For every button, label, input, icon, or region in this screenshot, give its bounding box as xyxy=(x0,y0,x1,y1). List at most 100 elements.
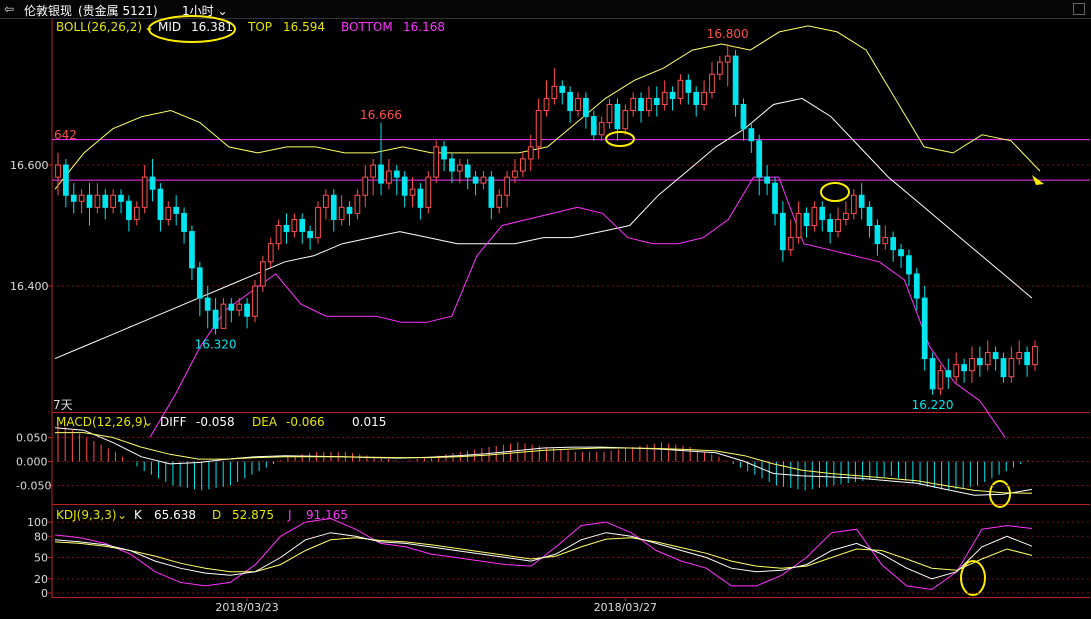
kdj-j-line xyxy=(54,517,1033,591)
candle-body xyxy=(976,358,983,366)
kdj-d-label: D xyxy=(212,508,222,522)
candle-body xyxy=(378,164,384,184)
boll-bottom-value: 16.168 xyxy=(403,20,445,34)
candle-body xyxy=(772,182,778,214)
chevron-down-icon: ⌄ xyxy=(217,4,228,18)
candle-body xyxy=(787,237,794,251)
candle-body xyxy=(843,212,849,220)
candle-body xyxy=(653,97,660,105)
candle-body xyxy=(86,194,93,208)
candle-body xyxy=(882,237,889,245)
candle-body xyxy=(709,73,715,93)
candle-body xyxy=(307,231,313,239)
candle-body xyxy=(126,200,132,220)
candle-body xyxy=(953,364,960,378)
candle-body xyxy=(133,206,140,220)
boll-top-line xyxy=(54,25,1041,190)
price-annotation: 16.220 xyxy=(912,398,954,412)
candle-body xyxy=(535,110,542,148)
candle-body xyxy=(921,297,928,360)
candle-body xyxy=(315,206,321,239)
macd-dropdown-icon[interactable]: ⌄ xyxy=(143,415,154,429)
x-tick-label: 2018/03/23 xyxy=(215,601,278,614)
candle-body xyxy=(1000,358,1007,378)
candle-body xyxy=(102,194,109,208)
days-label: 7天 xyxy=(53,398,73,412)
candle-body xyxy=(559,85,566,93)
highlight-ellipse-1 xyxy=(605,131,635,147)
candle-body xyxy=(78,194,85,202)
candle-body xyxy=(323,194,329,208)
macd-diff-value: -0.058 xyxy=(196,415,235,429)
boll-dropdown-icon[interactable]: ⌄ xyxy=(144,20,155,34)
candle-body xyxy=(519,158,526,172)
candle-body xyxy=(724,55,731,63)
candle-body xyxy=(409,188,416,196)
candle-body xyxy=(441,146,447,160)
price-annotation: 16.666 xyxy=(360,108,402,122)
back-arrow-icon[interactable]: ⇦ xyxy=(4,2,15,16)
candle-body xyxy=(1008,358,1015,378)
candle-body xyxy=(259,261,266,287)
candle-body xyxy=(606,104,613,124)
candle-body xyxy=(196,267,203,299)
kdj-j-label: J xyxy=(288,508,292,522)
kdj-dropdown-icon[interactable]: ⌄ xyxy=(117,508,128,522)
candle-body xyxy=(173,206,180,214)
candle-body xyxy=(362,176,369,196)
candle-body xyxy=(913,273,920,299)
candle-body xyxy=(827,218,834,233)
candle-body xyxy=(204,297,211,311)
candle-body xyxy=(567,91,574,112)
candle-body xyxy=(1016,352,1023,360)
candle-body xyxy=(835,218,841,233)
candle-body xyxy=(181,212,187,233)
candle-body xyxy=(386,170,392,184)
candle-body xyxy=(811,206,818,227)
kdj-k-label: K xyxy=(134,508,142,522)
candle-body xyxy=(1032,346,1038,366)
candle-body xyxy=(354,194,361,214)
candle-body xyxy=(590,116,597,136)
candle-body xyxy=(55,164,61,178)
period-selector[interactable]: 1小时 ⌄ xyxy=(182,2,228,19)
instrument-name: 伦敦银现 xyxy=(24,4,73,18)
candle-body xyxy=(780,212,786,251)
candle-body xyxy=(165,206,172,220)
x-tick-label: 2018/03/27 xyxy=(594,601,657,614)
price-annotation: 16.320 xyxy=(195,337,237,351)
candle-body xyxy=(661,91,668,106)
kdj-j-value: 91.165 xyxy=(306,508,348,522)
candle-body xyxy=(70,194,77,202)
kdj-k-value: 65.638 xyxy=(154,508,196,522)
candle-body xyxy=(575,97,581,112)
candle-body xyxy=(149,176,156,190)
candle-body xyxy=(638,97,644,112)
candle-body xyxy=(622,110,629,130)
candle-body xyxy=(63,164,69,196)
chart-background xyxy=(0,19,1091,619)
candle-body xyxy=(740,104,747,130)
candle-body xyxy=(346,206,353,214)
macd-tick-label: 0.050 xyxy=(16,431,48,444)
candle-body xyxy=(764,176,770,184)
candle-body xyxy=(425,176,432,208)
candle-body xyxy=(228,303,235,311)
macd-tick-label: -0.050 xyxy=(16,480,51,493)
title-bar: ⇦ 伦敦银现 (贵金属 5121) 1小时 ⌄ xyxy=(0,0,1091,19)
close-icon[interactable] xyxy=(1073,3,1085,15)
candle-body xyxy=(472,176,479,184)
candle-body xyxy=(630,97,637,112)
candle-body xyxy=(157,188,164,220)
candle-body xyxy=(330,194,337,220)
candle-body xyxy=(929,358,936,390)
candle-body xyxy=(118,194,124,202)
kdj-tick-label: 80 xyxy=(34,530,48,543)
candle-body xyxy=(189,231,195,269)
boll-mid-line xyxy=(54,97,1033,360)
candle-body xyxy=(614,104,621,130)
boll-top-value: 16.594 xyxy=(283,20,325,34)
boll-bottom-label: BOTTOM xyxy=(341,20,393,34)
macd-diff-line xyxy=(54,427,1033,496)
candle-body xyxy=(141,176,148,208)
